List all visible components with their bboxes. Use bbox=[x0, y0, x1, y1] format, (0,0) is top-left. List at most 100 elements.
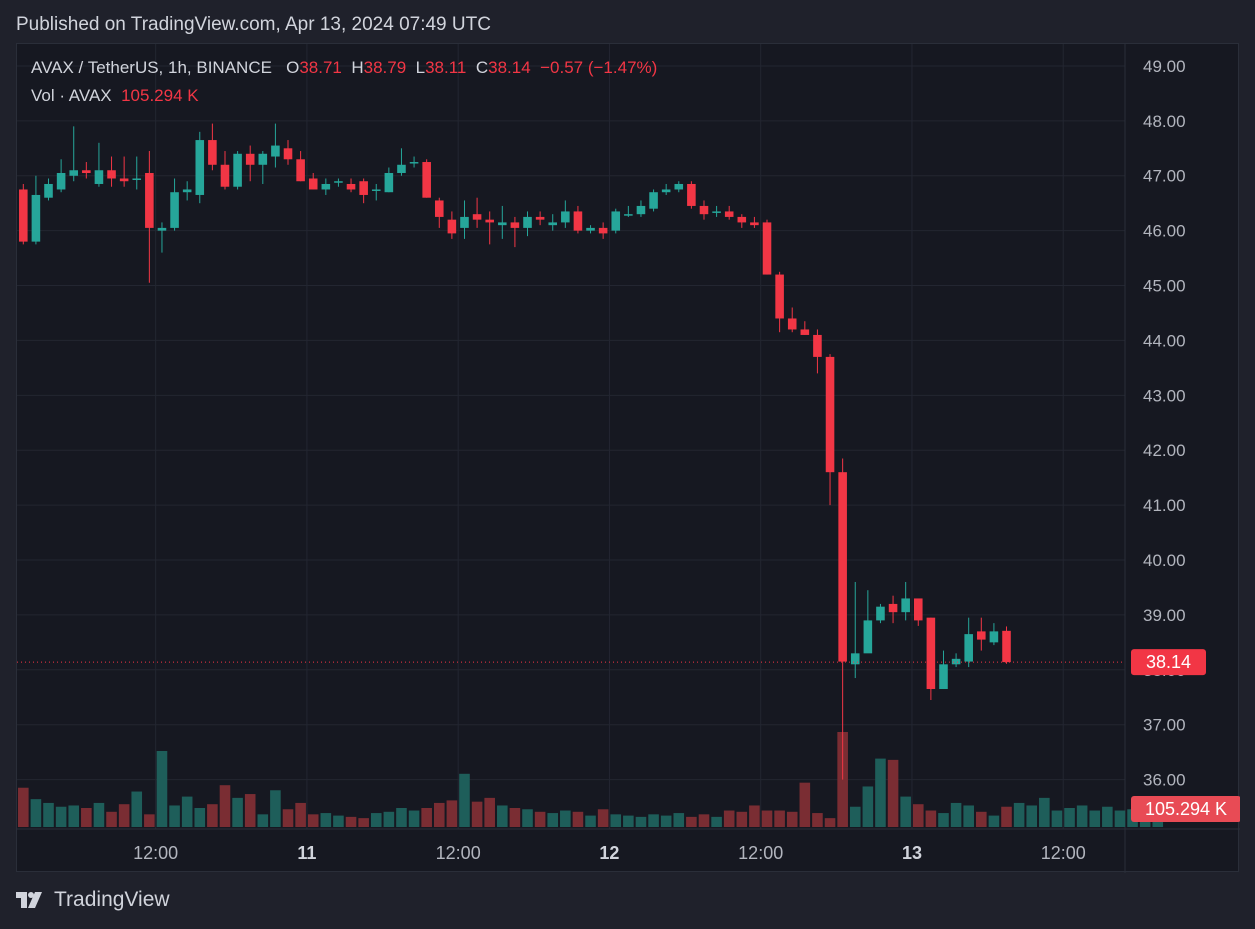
y-tick-label: 47.00 bbox=[1143, 167, 1186, 186]
candle-body bbox=[460, 216, 469, 228]
candle-body bbox=[548, 222, 558, 226]
volume-bar bbox=[358, 818, 369, 827]
x-tick-label: 13 bbox=[902, 843, 922, 863]
change-value: −0.57 (−1.47%) bbox=[540, 58, 658, 77]
volume-bar bbox=[1051, 810, 1063, 827]
volume-bar bbox=[307, 814, 319, 827]
volume-bar bbox=[207, 804, 218, 827]
candle-body bbox=[888, 603, 898, 613]
volume-bar bbox=[30, 799, 42, 827]
y-tick-label: 46.00 bbox=[1143, 222, 1186, 241]
volume-bar bbox=[711, 816, 722, 827]
candle-body bbox=[687, 183, 696, 206]
candle-body bbox=[157, 227, 167, 231]
volume-bar bbox=[81, 808, 92, 827]
candle-body bbox=[334, 181, 343, 183]
low-value: 38.11 bbox=[425, 58, 467, 77]
volume-bar bbox=[446, 800, 458, 827]
symbol-label: AVAX / TetherUS, 1h, BINANCE bbox=[31, 58, 272, 77]
volume-bar bbox=[875, 758, 886, 827]
last-price-badge bbox=[1131, 649, 1206, 676]
volume-bar bbox=[282, 809, 294, 827]
volume-bar bbox=[686, 816, 697, 827]
volume-label: Vol · AVAX bbox=[31, 86, 112, 105]
volume-bar bbox=[118, 804, 130, 827]
tradingview-logo-icon bbox=[16, 892, 42, 908]
candle-body bbox=[699, 205, 709, 215]
candle-body bbox=[598, 227, 608, 234]
volume-bar bbox=[370, 813, 382, 827]
y-tick-label: 45.00 bbox=[1143, 277, 1186, 296]
volume-bar bbox=[106, 811, 117, 827]
candle-body bbox=[964, 634, 973, 662]
candle-body bbox=[649, 192, 658, 209]
volume-bar bbox=[887, 759, 899, 827]
candle-body bbox=[926, 617, 936, 690]
candle-body bbox=[535, 216, 545, 220]
candle-body bbox=[800, 329, 810, 335]
candle-body bbox=[498, 222, 507, 226]
candlestick-chart[interactable]: 49.00 48.00 47.00 46.00 45.00 44.00 43.00 42.00… bbox=[17, 44, 1240, 873]
volume-bar bbox=[635, 816, 647, 827]
candle-body bbox=[283, 148, 293, 160]
volume-bar bbox=[345, 816, 357, 827]
candle-body bbox=[271, 145, 280, 157]
candle-body bbox=[359, 181, 368, 195]
x-tick-label: 12:00 bbox=[133, 843, 178, 863]
volume-bar bbox=[1001, 806, 1012, 827]
candle-body bbox=[661, 189, 671, 193]
candle-body bbox=[422, 162, 431, 198]
candle-body bbox=[624, 214, 633, 216]
volume-bar bbox=[433, 802, 445, 827]
candle-body bbox=[787, 318, 797, 330]
volume-bar bbox=[396, 808, 407, 827]
volume-bar bbox=[497, 805, 508, 827]
close-label: C bbox=[475, 58, 489, 77]
candle-body bbox=[107, 170, 116, 179]
volume-bar bbox=[156, 751, 168, 827]
volume-bar bbox=[522, 809, 533, 827]
volume-bar bbox=[333, 815, 344, 827]
volume-bar bbox=[610, 814, 622, 827]
volume-bar bbox=[181, 796, 193, 827]
candle-body bbox=[182, 189, 192, 193]
candle-body bbox=[674, 183, 684, 190]
volume-bar bbox=[244, 794, 256, 827]
volume-bar bbox=[219, 785, 231, 827]
tradingview-brand[interactable]: TradingView bbox=[54, 888, 170, 911]
volume-bar bbox=[623, 815, 634, 827]
volume-bar bbox=[824, 818, 836, 827]
candle-body bbox=[472, 214, 482, 220]
last-volume-badge bbox=[1131, 796, 1240, 822]
candle-body bbox=[510, 222, 520, 228]
volume-bar bbox=[723, 810, 735, 827]
candle-body bbox=[724, 211, 734, 217]
candle-body bbox=[901, 598, 910, 613]
candle-body bbox=[397, 164, 406, 174]
volume-bar bbox=[648, 814, 659, 827]
volume-bar bbox=[1013, 802, 1025, 827]
y-tick-label: 37.00 bbox=[1143, 716, 1186, 735]
candle-body bbox=[523, 216, 532, 228]
candle-body bbox=[308, 178, 318, 190]
y-tick-label: 36.00 bbox=[1143, 771, 1186, 790]
candle-body bbox=[913, 598, 923, 621]
volume-bar bbox=[925, 810, 937, 827]
volume-bar bbox=[749, 805, 760, 827]
candle-body bbox=[409, 162, 419, 164]
candle-body bbox=[989, 631, 999, 643]
chart-panel[interactable]: 49.00 48.00 47.00 46.00 45.00 44.00 43.00 42.00… bbox=[16, 43, 1240, 873]
y-tick-label: 49.00 bbox=[1143, 57, 1186, 76]
candle-body bbox=[145, 173, 154, 228]
candle-body bbox=[119, 178, 129, 182]
candle-body bbox=[195, 140, 205, 195]
candle-body bbox=[220, 164, 230, 187]
volume-bar bbox=[1102, 806, 1113, 827]
last-price-label: 38.14 bbox=[1146, 652, 1191, 672]
candle-body bbox=[170, 192, 179, 228]
volume-bar bbox=[849, 806, 861, 827]
volume-bar bbox=[68, 805, 80, 827]
candle-body bbox=[939, 664, 948, 690]
volume-bar bbox=[660, 815, 672, 827]
open-label: O bbox=[286, 58, 300, 77]
